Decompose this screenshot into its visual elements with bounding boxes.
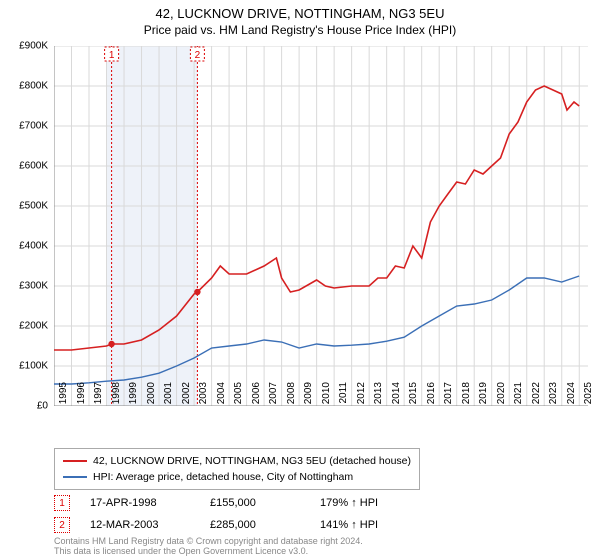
chart-title: 42, LUCKNOW DRIVE, NOTTINGHAM, NG3 5EU: [0, 6, 600, 21]
x-axis-label: 1997: [93, 382, 104, 412]
y-axis-label: £800K: [0, 81, 48, 92]
title-block: 42, LUCKNOW DRIVE, NOTTINGHAM, NG3 5EU P…: [0, 0, 600, 37]
x-axis-label: 2003: [198, 382, 209, 412]
legend-label: HPI: Average price, detached house, City…: [93, 471, 353, 483]
chart-container: 42, LUCKNOW DRIVE, NOTTINGHAM, NG3 5EU P…: [0, 0, 600, 560]
x-axis-label: 2025: [583, 382, 594, 412]
x-axis-label: 1999: [128, 382, 139, 412]
x-axis-label: 2013: [373, 382, 384, 412]
x-axis-label: 2008: [286, 382, 297, 412]
sale-marker-icon: 1: [54, 495, 70, 511]
x-axis-label: 2020: [496, 382, 507, 412]
sale-marker-icon: 2: [54, 517, 70, 533]
x-axis-label: 2000: [146, 382, 157, 412]
x-axis-label: 1995: [58, 382, 69, 412]
sale-row: 2 12-MAR-2003 £285,000 141% ↑ HPI: [54, 514, 420, 536]
x-axis-label: 2019: [478, 382, 489, 412]
x-axis-label: 2009: [303, 382, 314, 412]
y-axis-label: £400K: [0, 241, 48, 252]
x-axis-label: 2016: [426, 382, 437, 412]
chart-area: 12 £0£100K£200K£300K£400K£500K£600K£700K…: [54, 46, 588, 406]
legend-item: HPI: Average price, detached house, City…: [63, 469, 411, 485]
legend-swatch: [63, 460, 87, 462]
x-axis-label: 2021: [513, 382, 524, 412]
legend-label: 42, LUCKNOW DRIVE, NOTTINGHAM, NG3 5EU (…: [93, 455, 411, 467]
sale-date: 17-APR-1998: [90, 497, 210, 509]
y-axis-label: £700K: [0, 121, 48, 132]
x-axis-label: 2005: [233, 382, 244, 412]
y-axis-label: £900K: [0, 41, 48, 52]
x-axis-label: 2017: [443, 382, 454, 412]
y-axis-label: £600K: [0, 161, 48, 172]
legend: 42, LUCKNOW DRIVE, NOTTINGHAM, NG3 5EU (…: [54, 448, 420, 490]
x-axis-label: 2010: [321, 382, 332, 412]
svg-text:1: 1: [109, 50, 115, 61]
x-axis-label: 2018: [461, 382, 472, 412]
sale-price: £285,000: [210, 519, 320, 531]
x-axis-label: 2015: [408, 382, 419, 412]
x-axis-label: 2002: [181, 382, 192, 412]
y-axis-label: £200K: [0, 321, 48, 332]
footer-line: This data is licensed under the Open Gov…: [54, 546, 363, 556]
x-axis-label: 2023: [548, 382, 559, 412]
x-axis-label: 2007: [268, 382, 279, 412]
chart-subtitle: Price paid vs. HM Land Registry's House …: [0, 23, 600, 37]
y-axis-label: £500K: [0, 201, 48, 212]
svg-text:2: 2: [195, 50, 201, 61]
x-axis-label: 2024: [566, 382, 577, 412]
x-axis-label: 2011: [338, 382, 349, 412]
chart-svg: 12: [54, 46, 588, 406]
x-axis-label: 2014: [391, 382, 402, 412]
sale-row: 1 17-APR-1998 £155,000 179% ↑ HPI: [54, 492, 420, 514]
x-axis-label: 2006: [251, 382, 262, 412]
x-axis-label: 1996: [76, 382, 87, 412]
sale-pct: 179% ↑ HPI: [320, 497, 420, 509]
y-axis-label: £300K: [0, 281, 48, 292]
legend-item: 42, LUCKNOW DRIVE, NOTTINGHAM, NG3 5EU (…: [63, 453, 411, 469]
legend-swatch: [63, 476, 87, 478]
x-axis-label: 2004: [216, 382, 227, 412]
x-axis-label: 2022: [531, 382, 542, 412]
y-axis-label: £100K: [0, 361, 48, 372]
footer-line: Contains HM Land Registry data © Crown c…: [54, 536, 363, 546]
x-axis-label: 2001: [163, 382, 174, 412]
sales-table: 1 17-APR-1998 £155,000 179% ↑ HPI 2 12-M…: [54, 492, 420, 536]
x-axis-label: 1998: [111, 382, 122, 412]
sale-pct: 141% ↑ HPI: [320, 519, 420, 531]
footer: Contains HM Land Registry data © Crown c…: [54, 536, 363, 557]
sale-date: 12-MAR-2003: [90, 519, 210, 531]
y-axis-label: £0: [0, 401, 48, 412]
x-axis-label: 2012: [356, 382, 367, 412]
sale-price: £155,000: [210, 497, 320, 509]
